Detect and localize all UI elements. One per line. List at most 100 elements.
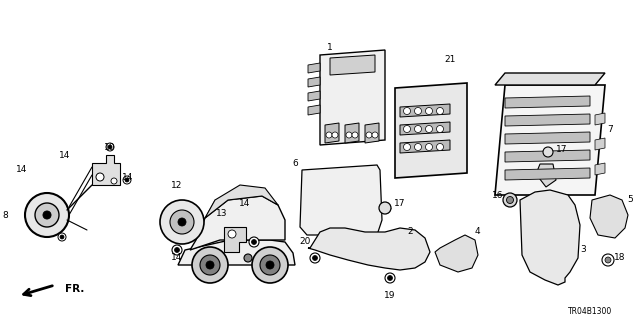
Text: FR.: FR. [65, 284, 84, 294]
Circle shape [379, 202, 391, 214]
Text: 18: 18 [614, 254, 626, 263]
Text: 12: 12 [172, 181, 182, 189]
Circle shape [403, 108, 410, 115]
Text: 16: 16 [492, 190, 504, 199]
Polygon shape [435, 235, 478, 272]
Polygon shape [595, 163, 605, 175]
Circle shape [200, 255, 220, 275]
Circle shape [310, 253, 320, 263]
Circle shape [249, 237, 259, 247]
Text: 14: 14 [16, 166, 28, 174]
Text: 20: 20 [300, 238, 310, 247]
Circle shape [43, 211, 51, 219]
Polygon shape [505, 114, 590, 126]
Circle shape [228, 230, 236, 238]
Circle shape [206, 261, 214, 269]
Polygon shape [300, 165, 382, 235]
Circle shape [178, 218, 186, 226]
Polygon shape [92, 155, 120, 185]
Text: 17: 17 [394, 199, 406, 209]
Circle shape [436, 125, 444, 132]
Polygon shape [400, 104, 450, 117]
Circle shape [366, 132, 372, 138]
Polygon shape [595, 113, 605, 125]
Polygon shape [224, 227, 246, 252]
Text: 13: 13 [216, 209, 228, 218]
Circle shape [503, 193, 517, 207]
Circle shape [426, 108, 433, 115]
Circle shape [58, 233, 66, 241]
Circle shape [385, 273, 395, 283]
Polygon shape [308, 63, 320, 73]
Polygon shape [330, 55, 375, 75]
Circle shape [326, 132, 332, 138]
Polygon shape [536, 164, 556, 187]
Text: 19: 19 [384, 291, 396, 300]
Polygon shape [400, 122, 450, 135]
Text: 3: 3 [580, 246, 586, 255]
Circle shape [415, 144, 422, 151]
Text: 7: 7 [607, 125, 613, 135]
Circle shape [426, 125, 433, 132]
Circle shape [436, 144, 444, 151]
Polygon shape [495, 73, 605, 85]
Polygon shape [505, 132, 590, 144]
Circle shape [192, 247, 228, 283]
Circle shape [252, 240, 257, 244]
Text: 14: 14 [239, 198, 251, 207]
Circle shape [244, 254, 252, 262]
Circle shape [260, 255, 280, 275]
Circle shape [352, 132, 358, 138]
Circle shape [415, 108, 422, 115]
Text: 17: 17 [556, 145, 568, 154]
Circle shape [60, 235, 64, 239]
Polygon shape [365, 123, 379, 143]
Circle shape [111, 178, 117, 184]
Circle shape [403, 125, 410, 132]
Circle shape [426, 144, 433, 151]
Circle shape [125, 178, 129, 182]
Circle shape [415, 125, 422, 132]
Circle shape [123, 176, 131, 184]
Circle shape [172, 245, 182, 255]
Circle shape [602, 254, 614, 266]
Circle shape [170, 210, 194, 234]
Text: 10: 10 [104, 144, 116, 152]
Text: 21: 21 [444, 56, 456, 64]
Circle shape [436, 108, 444, 115]
Circle shape [372, 132, 378, 138]
Polygon shape [505, 150, 590, 162]
Circle shape [108, 145, 112, 149]
Circle shape [160, 200, 204, 244]
Circle shape [605, 257, 611, 263]
Polygon shape [308, 105, 320, 115]
Text: 8: 8 [2, 211, 8, 219]
Polygon shape [190, 196, 285, 250]
Text: 1: 1 [327, 42, 333, 51]
Text: 6: 6 [292, 159, 298, 167]
Polygon shape [395, 83, 467, 178]
Text: 4: 4 [474, 227, 480, 236]
Text: 2: 2 [407, 227, 413, 236]
Polygon shape [505, 96, 590, 108]
Polygon shape [595, 138, 605, 150]
Polygon shape [308, 228, 430, 270]
Text: 14: 14 [60, 151, 70, 160]
Polygon shape [505, 168, 590, 180]
Polygon shape [345, 123, 359, 143]
Text: 14: 14 [122, 173, 134, 182]
Polygon shape [308, 77, 320, 87]
Polygon shape [400, 140, 450, 153]
Circle shape [175, 248, 179, 253]
Polygon shape [178, 240, 295, 265]
Polygon shape [520, 190, 580, 285]
Circle shape [312, 256, 317, 261]
Circle shape [106, 143, 114, 151]
Text: TR04B1300: TR04B1300 [568, 307, 612, 315]
Circle shape [387, 276, 392, 280]
Circle shape [266, 261, 274, 269]
Text: 5: 5 [627, 196, 633, 204]
Circle shape [506, 197, 513, 204]
Circle shape [332, 132, 338, 138]
Polygon shape [320, 50, 385, 145]
